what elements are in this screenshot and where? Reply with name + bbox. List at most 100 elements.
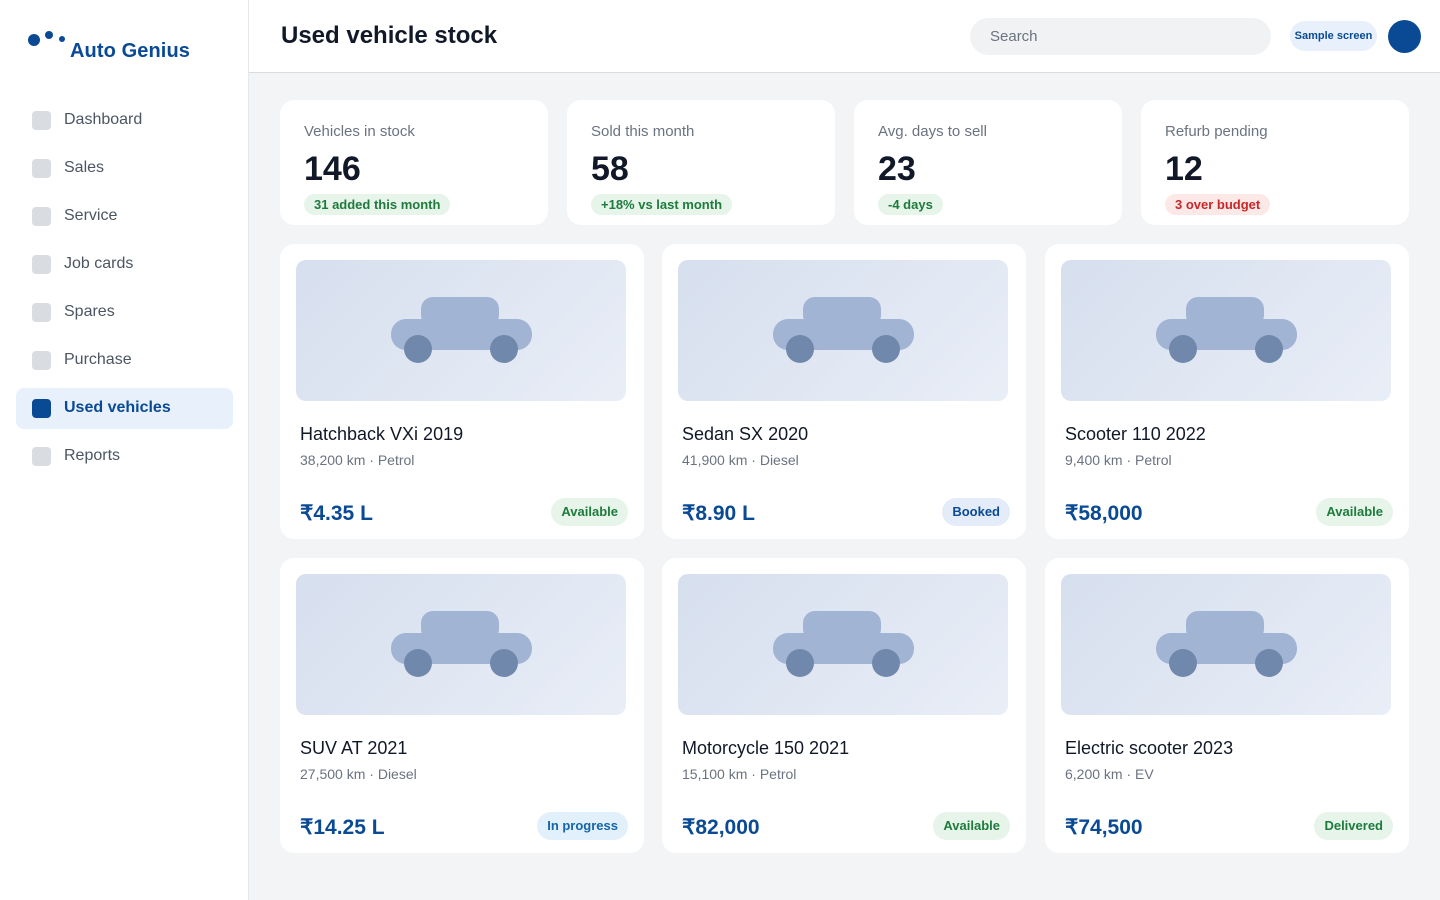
stat-badge: 31 added this month [304, 194, 451, 215]
stat-value: 58 [591, 150, 629, 188]
status-badge: Available [1316, 498, 1393, 526]
status-badge: Booked [942, 498, 1010, 526]
dashboard-icon [32, 111, 51, 130]
sidebar-item-purchase[interactable]: Purchase [16, 340, 233, 381]
sidebar-item-used-vehicles[interactable]: Used vehicles [16, 388, 233, 429]
user-avatar[interactable] [1388, 20, 1421, 53]
vehicle-fuel: Petrol [1135, 452, 1172, 468]
vehicle-card[interactable]: Hatchback VXi 2019 38,200 km · Petrol ₹4… [280, 244, 644, 539]
sidebar-item-label: Spares [64, 303, 115, 320]
vehicle-meta: 15,100 km · Petrol [682, 766, 797, 782]
service-icon [32, 207, 51, 226]
vehicle-image-placeholder [1061, 260, 1391, 401]
vehicle-card[interactable]: Electric scooter 2023 6,200 km · EV ₹74,… [1045, 558, 1409, 853]
stat-badge: 3 over budget [1165, 194, 1271, 215]
vehicle-price: ₹14.25 L [300, 816, 385, 839]
stat-card-avg-days-to-sell: Avg. days to sell 23 -4 days [854, 100, 1122, 225]
purchase-icon [32, 351, 51, 370]
vehicle-km: 27,500 km [300, 766, 366, 782]
stat-value: 23 [878, 150, 916, 188]
stat-card-vehicles-in-stock: Vehicles in stock 146 31 added this mont… [280, 100, 548, 225]
stat-badge: +18% vs last month [591, 194, 733, 215]
vehicle-image-placeholder [678, 574, 1008, 715]
used-vehicles-icon [32, 399, 51, 418]
vehicle-image-placeholder [296, 260, 626, 401]
top-header: Used vehicle stock Sample screen [249, 0, 1440, 73]
sales-icon [32, 159, 51, 178]
car-icon [773, 297, 914, 363]
vehicle-km: 9,400 km [1065, 452, 1123, 468]
vehicle-meta: 9,400 km · Petrol [1065, 452, 1172, 468]
status-badge: Available [933, 812, 1010, 840]
search-input[interactable] [970, 18, 1271, 55]
status-badge: In progress [537, 812, 628, 840]
sidebar-item-service[interactable]: Service [16, 196, 233, 237]
vehicle-price: ₹82,000 [682, 816, 760, 839]
vehicle-card[interactable]: Sedan SX 2020 41,900 km · Diesel ₹8.90 L… [662, 244, 1026, 539]
sidebar-item-reports[interactable]: Reports [16, 436, 233, 477]
vehicle-name: Sedan SX 2020 [682, 424, 809, 444]
vehicle-meta: 6,200 km · EV [1065, 766, 1154, 782]
status-badge: Delivered [1314, 812, 1393, 840]
sidebar-item-label: Service [64, 207, 118, 224]
vehicle-fuel: Diesel [759, 452, 799, 468]
car-icon [773, 611, 914, 677]
stat-label: Refurb pending [1165, 123, 1268, 140]
vehicle-name: Motorcycle 150 2021 [682, 738, 850, 758]
stat-card-refurb-pending: Refurb pending 12 3 over budget [1141, 100, 1409, 225]
vehicle-card[interactable]: Motorcycle 150 2021 15,100 km · Petrol ₹… [662, 558, 1026, 853]
vehicle-card[interactable]: SUV AT 2021 27,500 km · Diesel ₹14.25 L … [280, 558, 644, 853]
vehicle-name: Hatchback VXi 2019 [300, 424, 464, 444]
sample-screen-badge: Sample screen [1290, 21, 1377, 51]
vehicle-card[interactable]: Scooter 110 2022 9,400 km · Petrol ₹58,0… [1045, 244, 1409, 539]
vehicle-image-placeholder [1061, 574, 1391, 715]
stat-label: Avg. days to sell [878, 123, 987, 140]
vehicle-km: 15,100 km [682, 766, 748, 782]
car-icon [1156, 297, 1297, 363]
stat-value: 12 [1165, 150, 1203, 188]
sidebar-item-label: Used vehicles [64, 399, 171, 416]
vehicle-meta: 38,200 km · Petrol [300, 452, 415, 468]
vehicle-name: SUV AT 2021 [300, 738, 408, 758]
stat-badge: -4 days [878, 194, 943, 215]
brand[interactable]: Auto Genius [28, 30, 228, 66]
stat-label: Sold this month [591, 123, 695, 140]
car-icon [1156, 611, 1297, 677]
car-icon [391, 297, 532, 363]
vehicle-image-placeholder [678, 260, 1008, 401]
page-title: Used vehicle stock [281, 22, 498, 49]
sidebar-item-dashboard[interactable]: Dashboard [16, 100, 233, 141]
vehicle-meta: 27,500 km · Diesel [300, 766, 417, 782]
vehicle-price: ₹58,000 [1065, 502, 1143, 525]
vehicle-km: 6,200 km [1065, 766, 1123, 782]
sidebar-item-label: Reports [64, 447, 121, 464]
stat-card-sold-this-month: Sold this month 58 +18% vs last month [567, 100, 835, 225]
vehicle-fuel: EV [1135, 766, 1154, 782]
sidebar-nav: Dashboard Sales Service Job cards Spares… [16, 100, 233, 484]
sidebar-item-spares[interactable]: Spares [16, 292, 233, 333]
sidebar-item-label: Job cards [64, 255, 134, 272]
reports-icon [32, 447, 51, 466]
vehicle-fuel: Petrol [377, 452, 415, 468]
spares-icon [32, 303, 51, 322]
vehicle-name: Electric scooter 2023 [1065, 738, 1234, 758]
vehicle-price: ₹4.35 L [300, 502, 373, 525]
stat-label: Vehicles in stock [304, 123, 415, 140]
sidebar-item-label: Sales [64, 159, 105, 176]
vehicle-fuel: Diesel [377, 766, 417, 782]
brand-logo-icon [28, 30, 68, 50]
stat-value: 146 [304, 150, 361, 188]
vehicle-image-placeholder [296, 574, 626, 715]
sidebar-item-sales[interactable]: Sales [16, 148, 233, 189]
vehicle-name: Scooter 110 2022 [1065, 424, 1206, 444]
brand-name: Auto Genius [70, 40, 190, 62]
vehicle-km: 41,900 km [682, 452, 748, 468]
vehicle-fuel: Petrol [759, 766, 797, 782]
sidebar-item-label: Dashboard [64, 111, 143, 128]
sidebar-item-job-cards[interactable]: Job cards [16, 244, 233, 285]
sidebar-item-label: Purchase [64, 351, 132, 368]
sidebar: Auto Genius Dashboard Sales Service Job … [0, 0, 249, 900]
vehicle-km: 38,200 km [300, 452, 366, 468]
vehicle-meta: 41,900 km · Diesel [682, 452, 799, 468]
car-icon [391, 611, 532, 677]
